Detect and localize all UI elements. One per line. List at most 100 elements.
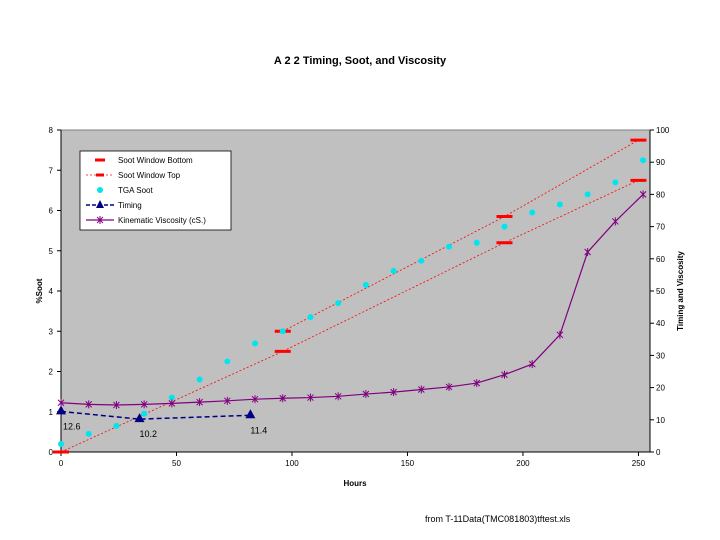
legend-item: Soot Window Top [86, 171, 181, 180]
y-left-tick-label: 7 [49, 166, 54, 175]
y-right-tick-label: 80 [656, 190, 665, 199]
legend-item: Kinematic Viscosity (cS.) [86, 216, 206, 225]
y-right-tick-label: 20 [656, 384, 665, 393]
tga-soot-point [196, 376, 203, 383]
viscosity-point [113, 400, 120, 409]
viscosity-point [251, 395, 259, 404]
x-tick-label: 0 [59, 459, 64, 468]
tga-soot-point [168, 394, 175, 401]
y-axis-left-label: %Soot [35, 278, 44, 303]
timing-data-label: 12.6 [63, 421, 81, 431]
tga-soot-point [501, 223, 508, 230]
legend-item: Timing [86, 200, 142, 210]
y-right-tick-label: 50 [656, 287, 665, 296]
viscosity-point [528, 360, 536, 369]
tga-soot-point [612, 179, 619, 186]
x-tick-label: 200 [516, 459, 530, 468]
timing-line [60, 410, 251, 420]
viscosity-point [168, 399, 176, 408]
viscosity-point [57, 398, 65, 407]
tga-soot-point [224, 358, 231, 365]
y-right-tick-label: 70 [656, 223, 665, 232]
tga-soot-point [640, 157, 647, 164]
legend-label: Timing [118, 201, 142, 210]
y-axis-left: 0 1 2 3 4 5 6 7 8 [49, 126, 62, 457]
x-tick-label: 100 [285, 459, 299, 468]
viscosity-point [584, 248, 591, 257]
tga-soot-point [584, 191, 591, 198]
tga-soot-point [390, 267, 397, 274]
tga-soot-point [85, 430, 92, 437]
tga-soot-point [362, 281, 369, 288]
x-axis: 0 50 100 150 200 250 [59, 451, 650, 468]
viscosity-point [223, 396, 231, 405]
viscosity-point [307, 393, 314, 402]
series-tga-soot [58, 157, 647, 447]
timing-point [134, 413, 145, 423]
tga-soot-point [113, 422, 120, 429]
tga-soot-point [141, 410, 148, 417]
y-left-tick-label: 2 [49, 368, 54, 377]
y-axis-right: 0 10 20 30 40 50 60 70 80 90 100 [649, 126, 670, 457]
tga-soot-point [418, 257, 425, 264]
y-left-tick-label: 5 [49, 247, 54, 256]
viscosity-point [556, 330, 564, 339]
viscosity-point [196, 398, 203, 407]
viscosity-point [140, 400, 148, 409]
chart-title: A 2 2 Timing, Soot, and Viscosity [274, 55, 447, 67]
tga-soot-point [307, 314, 314, 321]
x-tick-label: 150 [401, 459, 415, 468]
timing-data-label: 11.4 [250, 425, 267, 435]
y-left-tick-label: 1 [49, 408, 54, 417]
y-right-tick-label: 30 [656, 351, 665, 360]
y-right-tick-label: 0 [656, 448, 661, 457]
viscosity-point [611, 217, 619, 226]
legend-swatch [97, 187, 103, 193]
viscosity-point [334, 392, 342, 401]
viscosity-point [362, 390, 370, 399]
y-left-tick-label: 8 [49, 126, 54, 135]
tga-soot-point [446, 243, 453, 250]
tga-soot-point [335, 300, 342, 307]
footer-note: from T-11Data(TMC081803)tftest.xls [425, 514, 571, 524]
y-left-tick-label: 6 [49, 207, 54, 216]
legend-item: Soot Window Bottom [95, 156, 193, 165]
viscosity-point [417, 385, 425, 394]
legend-item: TGA Soot [97, 186, 153, 195]
timing-data-label: 10.2 [140, 429, 158, 439]
viscosity-point [473, 379, 481, 388]
legend: Soot Window Bottom Soot Window Top TGA Soo… [79, 150, 232, 231]
viscosity-point [279, 394, 287, 403]
viscosity-line [60, 193, 644, 406]
y-right-tick-label: 10 [656, 416, 665, 425]
timing-point [245, 409, 256, 419]
y-right-tick-label: 60 [656, 255, 665, 264]
series-layer [53, 138, 647, 454]
y-right-tick-label: 90 [656, 158, 665, 167]
legend-label: TGA Soot [118, 186, 153, 195]
series-timing [56, 405, 256, 423]
annotation-layer: 12.6 10.2 11.4 [63, 421, 267, 439]
legend-swatch-marker [96, 200, 104, 208]
legend-label: Kinematic Viscosity (cS.) [118, 216, 206, 225]
y-right-tick-label: 100 [656, 126, 670, 135]
x-tick-label: 50 [172, 459, 181, 468]
y-right-tick-label: 40 [656, 319, 665, 328]
x-tick-label: 250 [632, 459, 646, 468]
tga-soot-point [279, 328, 286, 335]
viscosity-point [445, 382, 453, 391]
viscosity-point [390, 388, 397, 397]
y-axis-right-label: Timing and Viscosity [676, 251, 685, 331]
y-left-tick-label: 3 [49, 327, 54, 336]
tga-soot-point [58, 440, 64, 447]
tga-soot-point [252, 340, 259, 347]
tga-soot-point [529, 209, 536, 216]
viscosity-point [639, 190, 647, 199]
legend-label: Soot Window Bottom [118, 156, 193, 165]
viscosity-point [85, 400, 93, 409]
legend-label: Soot Window Top [118, 171, 181, 180]
tga-soot-point [473, 239, 480, 246]
series-kinematic-viscosity-cs [57, 190, 647, 409]
legend-swatch-marker [96, 216, 104, 224]
